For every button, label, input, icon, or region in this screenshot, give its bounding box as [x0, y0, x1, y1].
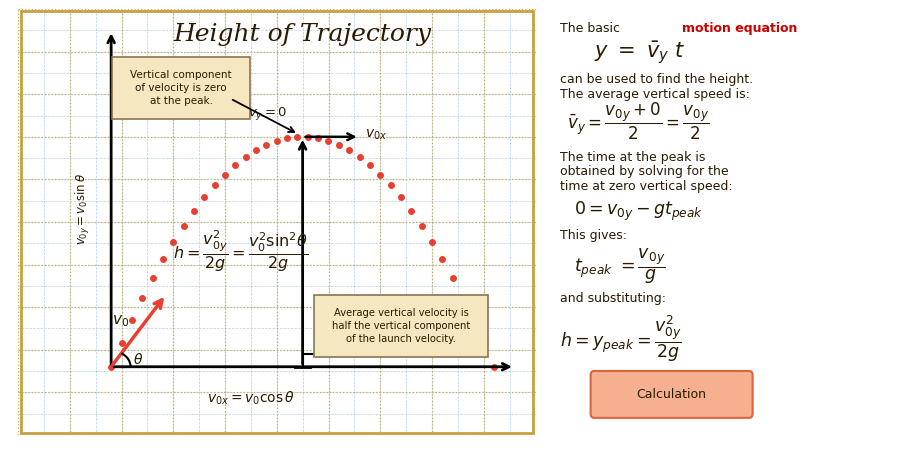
Text: $v_{0y} = v_0 \sin\theta$: $v_{0y} = v_0 \sin\theta$ [74, 173, 92, 245]
Text: $v_{0x}$: $v_{0x}$ [364, 127, 387, 142]
Text: and substituting:: and substituting: [560, 292, 666, 305]
Text: time at zero vertical speed:: time at zero vertical speed: [560, 180, 733, 193]
Text: Average vertical velocity is
half the vertical component
of the launch velocity.: Average vertical velocity is half the ve… [332, 308, 470, 344]
Text: The time at the peak is: The time at the peak is [560, 151, 706, 164]
Text: obtained by solving for the: obtained by solving for the [560, 165, 729, 178]
Text: $t_{peak} \ = \dfrac{v_{0y}}{g}$: $t_{peak} \ = \dfrac{v_{0y}}{g}$ [574, 247, 665, 286]
Text: Height of Trajectory: Height of Trajectory [174, 23, 432, 46]
Text: Calculation: Calculation [636, 388, 706, 401]
Text: $\bar{v}_y = \dfrac{v_{0y}+0}{2} = \dfrac{v_{0y}}{2}$: $\bar{v}_y = \dfrac{v_{0y}+0}{2} = \dfra… [567, 101, 709, 142]
Text: $0 = v_{0y} - gt_{peak}$: $0 = v_{0y} - gt_{peak}$ [574, 200, 703, 223]
Text: $\theta$: $\theta$ [133, 352, 143, 367]
Text: The basic: The basic [560, 22, 625, 35]
Text: $v_0$: $v_0$ [112, 313, 129, 328]
Text: $v_{0x} = v_0 \cos\theta$: $v_{0x} = v_0 \cos\theta$ [207, 390, 295, 407]
Text: Vertical component
of velocity is zero
at the peak.: Vertical component of velocity is zero a… [130, 70, 232, 106]
Text: motion equation: motion equation [682, 22, 797, 35]
FancyBboxPatch shape [112, 57, 250, 119]
Text: $v_y = 0$: $v_y = 0$ [248, 105, 287, 122]
Text: This gives:: This gives: [560, 229, 627, 242]
Text: $h = \dfrac{v_{0y}^2}{2g} = \dfrac{v_0^2\sin^2\!\theta}{2g}$: $h = \dfrac{v_{0y}^2}{2g} = \dfrac{v_0^2… [173, 229, 308, 275]
FancyBboxPatch shape [590, 371, 752, 418]
Text: The average vertical speed is:: The average vertical speed is: [560, 88, 750, 101]
Text: $h = y_{peak} = \dfrac{v_{0y}^2}{2g}$: $h = y_{peak} = \dfrac{v_{0y}^2}{2g}$ [560, 314, 682, 364]
Text: $y \ = \ \bar{v}_y \ t$: $y \ = \ \bar{v}_y \ t$ [594, 40, 686, 67]
FancyBboxPatch shape [314, 295, 488, 357]
Text: can be used to find the height.: can be used to find the height. [560, 73, 753, 86]
